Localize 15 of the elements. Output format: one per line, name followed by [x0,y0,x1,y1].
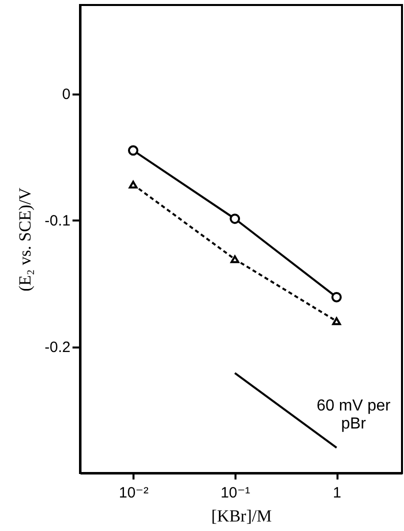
point [128,180,138,189]
y-tick-label: -0.2 [44,339,70,356]
point [230,214,240,224]
x-tick-label: 10⁻² [118,484,148,502]
y-tick-label: 0 [62,86,70,104]
point [331,292,342,302]
y-tick-label: -0.1 [44,212,70,230]
x-axis-title: [KBr]/M [211,506,272,526]
point [230,255,240,264]
annotation: 60 mV per pBr [316,398,392,433]
x-tick-label: 1 [332,484,342,502]
y-axis-title: (E₂ vs. SCE)/V [16,186,35,292]
point [332,317,341,326]
x-tick-label: 10⁻¹ [220,484,250,502]
point [128,145,138,156]
